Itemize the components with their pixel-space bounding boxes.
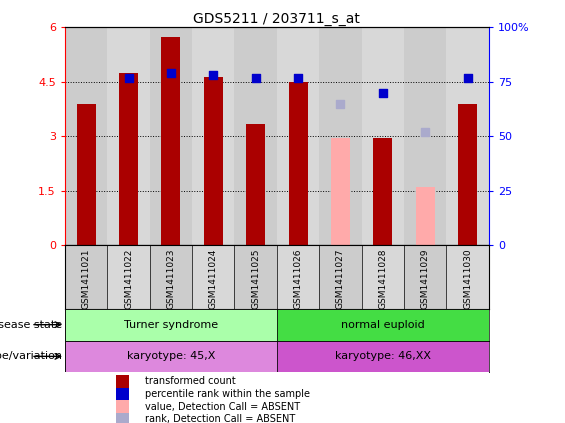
- Bar: [150, 245, 192, 309]
- Bar: [192, 27, 234, 245]
- Bar: [277, 309, 489, 341]
- Text: disease state: disease state: [0, 320, 62, 330]
- Point: [124, 74, 133, 81]
- Bar: [107, 27, 150, 245]
- Bar: [331, 137, 350, 245]
- Bar: [458, 104, 477, 245]
- Bar: [277, 341, 489, 372]
- Bar: [289, 82, 307, 245]
- Bar: [65, 341, 277, 372]
- Bar: [150, 27, 192, 245]
- Bar: [246, 124, 265, 245]
- Point: [251, 74, 260, 81]
- Point: [379, 90, 388, 96]
- Text: GSM1411024: GSM1411024: [209, 249, 218, 309]
- Text: karyotype: 45,X: karyotype: 45,X: [127, 352, 215, 361]
- Bar: [404, 245, 446, 309]
- Text: GSM1411029: GSM1411029: [421, 249, 429, 309]
- Bar: [234, 245, 277, 309]
- Text: GSM1411026: GSM1411026: [294, 249, 302, 309]
- Point: [167, 70, 176, 77]
- Text: GSM1411021: GSM1411021: [82, 249, 90, 309]
- Bar: [65, 309, 277, 341]
- Bar: [362, 245, 404, 309]
- Bar: [116, 413, 129, 423]
- Text: Turner syndrome: Turner syndrome: [124, 320, 218, 330]
- Bar: [373, 137, 392, 245]
- Bar: [234, 27, 277, 245]
- Bar: [362, 27, 404, 245]
- Bar: [107, 245, 150, 309]
- Point: [294, 74, 303, 81]
- Text: rank, Detection Call = ABSENT: rank, Detection Call = ABSENT: [146, 415, 295, 423]
- Point: [420, 129, 430, 135]
- Text: transformed count: transformed count: [146, 376, 236, 386]
- Bar: [65, 245, 107, 309]
- Point: [336, 100, 345, 107]
- Bar: [192, 245, 234, 309]
- Bar: [77, 104, 95, 245]
- Bar: [446, 27, 489, 245]
- Text: GSM1411030: GSM1411030: [463, 249, 472, 309]
- Bar: [404, 27, 446, 245]
- Text: GSM1411027: GSM1411027: [336, 249, 345, 309]
- Text: GSM1411025: GSM1411025: [251, 249, 260, 309]
- Bar: [116, 388, 129, 401]
- Point: [463, 74, 472, 81]
- Text: normal euploid: normal euploid: [341, 320, 425, 330]
- Bar: [319, 245, 362, 309]
- Text: karyotype: 46,XX: karyotype: 46,XX: [335, 352, 431, 361]
- Bar: [277, 245, 319, 309]
- Text: genotype/variation: genotype/variation: [0, 352, 62, 361]
- Text: GSM1411028: GSM1411028: [379, 249, 387, 309]
- Bar: [65, 27, 107, 245]
- Text: value, Detection Call = ABSENT: value, Detection Call = ABSENT: [146, 402, 301, 412]
- Bar: [319, 27, 362, 245]
- Bar: [277, 27, 319, 245]
- Bar: [446, 245, 489, 309]
- Text: GSM1411023: GSM1411023: [167, 249, 175, 309]
- Text: GSM1411022: GSM1411022: [124, 249, 133, 309]
- Bar: [116, 401, 129, 413]
- Bar: [119, 73, 138, 245]
- Title: GDS5211 / 203711_s_at: GDS5211 / 203711_s_at: [193, 12, 360, 27]
- Bar: [204, 77, 223, 245]
- Point: [209, 72, 218, 79]
- Bar: [416, 187, 434, 245]
- Bar: [162, 36, 180, 245]
- Text: percentile rank within the sample: percentile rank within the sample: [146, 389, 311, 399]
- Bar: [116, 375, 129, 388]
